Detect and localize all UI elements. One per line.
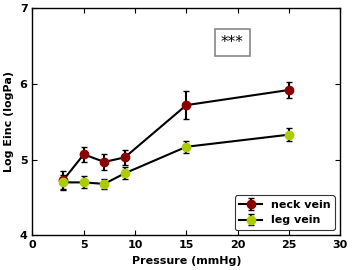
- Text: ***: ***: [221, 35, 244, 50]
- Y-axis label: Log Einc (logPa): Log Einc (logPa): [4, 71, 14, 172]
- X-axis label: Pressure (mmHg): Pressure (mmHg): [132, 256, 241, 266]
- Legend: neck vein, leg vein: neck vein, leg vein: [235, 195, 335, 230]
